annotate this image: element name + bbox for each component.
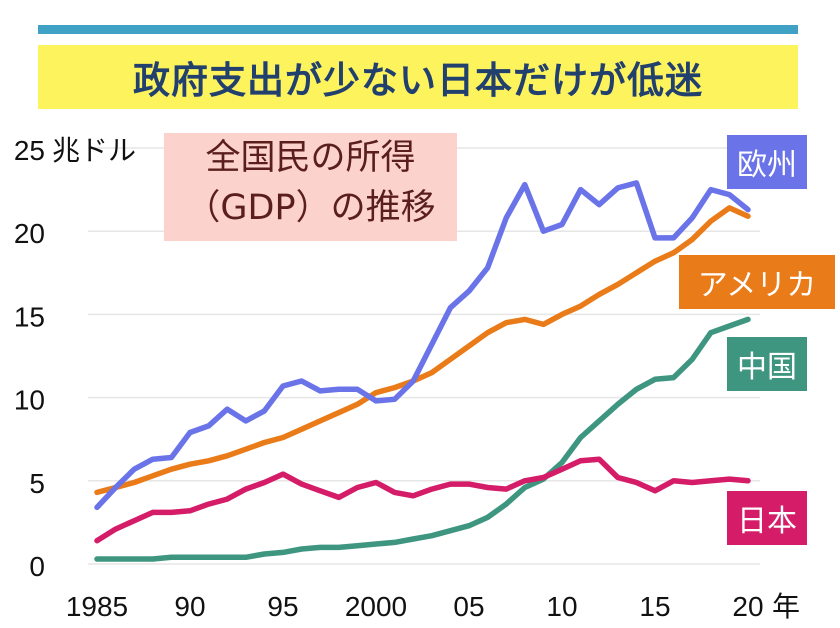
x-tick-label: 2000 (345, 591, 407, 622)
x-tick-label: 90 (174, 591, 205, 622)
legend-label-europe: 欧州 (727, 135, 807, 189)
x-tick-label: 15 (639, 591, 670, 622)
legend-label-usa: アメリカ (679, 255, 835, 309)
y-tick-label: 0 (29, 551, 45, 582)
series-line-japan (94, 456, 751, 544)
x-tick-label: 10 (546, 591, 577, 622)
x-tick-label: 20 (732, 591, 763, 622)
top-accent-bar (38, 25, 798, 34)
y-tick-label: 5 (29, 468, 45, 499)
subtitle-line-1: 全国民の所得 (205, 138, 416, 178)
legend-text-japan: 日本 (737, 504, 797, 539)
legend-label-japan: 日本 (727, 491, 807, 545)
y-tick-label: 20 (14, 218, 45, 249)
subtitle-line-2: （GDP）の推移 (185, 188, 436, 228)
y-axis-ticks: 0 5 10 15 20 25 兆ドル (14, 135, 136, 582)
legend-text-usa: アメリカ (697, 268, 817, 303)
legend-text-china: 中国 (737, 350, 797, 385)
x-tick-label: 05 (453, 591, 484, 622)
series-line-usa (94, 205, 751, 496)
series-line-china (94, 316, 751, 562)
y-tick-label: 10 (14, 385, 45, 416)
y-unit-label: 兆ドル (52, 135, 136, 166)
x-tick-label: 95 (267, 591, 298, 622)
x-tick-label: 1985 (66, 591, 128, 622)
series-line-europe (94, 180, 751, 511)
y-tick-label: 25 (14, 135, 45, 166)
series-lines (94, 180, 751, 562)
y-tick-label: 15 (14, 301, 45, 332)
x-axis-ticks: 1985 90 95 2000 05 10 15 20 年 (66, 591, 800, 622)
legend-text-europe: 欧州 (737, 148, 797, 183)
chart-subtitle: 全国民の所得 （GDP）の推移 (164, 133, 457, 241)
x-unit-label: 年 (772, 591, 800, 622)
legend-label-china: 中国 (727, 337, 807, 391)
title-banner: 政府支出が少ない日本だけが低迷 (38, 45, 798, 109)
page-title: 政府支出が少ない日本だけが低迷 (133, 59, 703, 102)
